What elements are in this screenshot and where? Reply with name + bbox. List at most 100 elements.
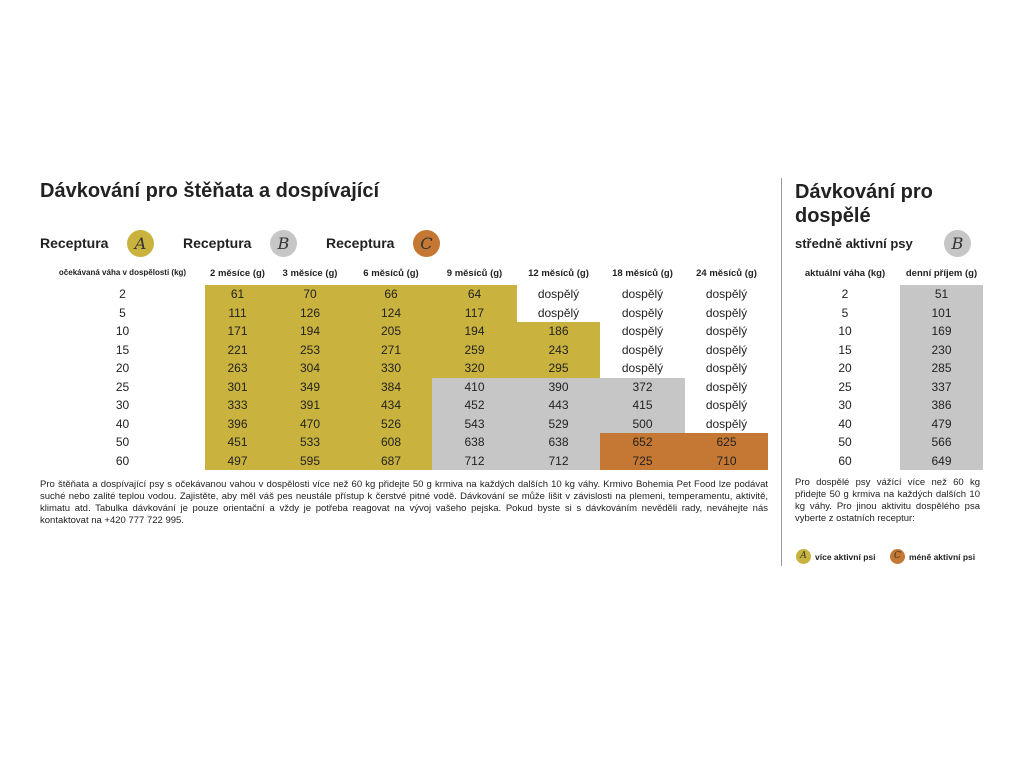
table-cell: 64 — [432, 285, 517, 304]
table-cell: 372 — [600, 377, 685, 396]
table-cell: 15 — [115, 342, 130, 357]
table-cell: dospělý — [621, 324, 664, 338]
table-cell: 533 — [270, 433, 350, 452]
table-cell: 710 — [685, 451, 768, 470]
recipe-label: Receptura — [326, 235, 395, 251]
table-cell: dospělý — [705, 379, 748, 394]
table-cell: dospělý — [705, 398, 748, 412]
table-cell: 20 — [838, 361, 852, 375]
table-cell: 725 — [600, 451, 685, 470]
column-header: očekávaná váha v dospělosti (kg) — [58, 268, 187, 277]
column-header: aktuální váha (kg) — [804, 268, 886, 279]
table-cell: 566 — [900, 433, 983, 452]
adult-note: Pro dospělé psy vážící více než 60 kg př… — [795, 477, 980, 524]
recipe-badge: A — [796, 549, 811, 564]
recipe-badge: B — [944, 230, 971, 257]
table-cell: dospělý — [705, 287, 748, 301]
table-cell: 712 — [432, 451, 517, 470]
table-cell: 479 — [900, 414, 983, 433]
table-cell: 2 — [841, 287, 849, 301]
table-cell: 320 — [432, 359, 517, 378]
table-cell: 66 — [350, 285, 432, 304]
table-cell: 712 — [517, 451, 600, 470]
table-cell: dospělý — [621, 305, 664, 320]
table-cell: 652 — [600, 433, 685, 452]
table-cell: 60 — [838, 453, 852, 468]
table-cell: 271 — [350, 340, 432, 359]
table-cell: 243 — [517, 340, 600, 359]
table-cell: 330 — [350, 359, 432, 378]
table-cell: 337 — [900, 377, 983, 396]
table-cell: 410 — [432, 377, 517, 396]
recipe-label: Receptura — [40, 235, 109, 251]
table-cell: 40 — [115, 416, 130, 431]
table-cell: 221 — [205, 340, 270, 359]
column-header: 12 měsíců (g) — [528, 268, 589, 279]
table-cell: 595 — [270, 451, 350, 470]
table-cell: 638 — [432, 433, 517, 452]
table-cell: 50 — [115, 435, 130, 449]
table-cell: 526 — [350, 414, 432, 433]
table-cell: 30 — [115, 398, 130, 412]
table-cell: 434 — [350, 396, 432, 415]
table-cell: 171 — [205, 322, 270, 341]
legend-label: více aktivní psi — [815, 552, 876, 562]
column-header: denní příjem (g) — [905, 268, 978, 279]
column-header: 24 měsíců (g) — [696, 268, 757, 279]
column-header: 2 měsíce (g) — [210, 268, 265, 279]
table-cell: 40 — [838, 416, 852, 431]
table-cell: 253 — [270, 340, 350, 359]
table-cell: dospělý — [621, 287, 664, 301]
table-cell: 51 — [900, 285, 983, 304]
table-cell: 333 — [205, 396, 270, 415]
table-cell: 60 — [115, 453, 130, 468]
table-cell: 111 — [205, 303, 270, 322]
table-cell: dospělý — [621, 342, 664, 357]
table-cell: dospělý — [537, 305, 580, 320]
table-cell: 194 — [270, 322, 350, 341]
table-cell: 10 — [838, 324, 852, 338]
table-cell: 2 — [119, 287, 126, 301]
table-cell: 186 — [517, 322, 600, 341]
recipe-badge: C — [413, 230, 440, 257]
table-cell: 390 — [517, 377, 600, 396]
legend-label: méně aktivní psi — [909, 552, 976, 562]
column-header: 6 měsíců (g) — [363, 268, 419, 279]
table-cell: 304 — [270, 359, 350, 378]
table-cell: 263 — [205, 359, 270, 378]
table-cell: 194 — [432, 322, 517, 341]
table-cell: 126 — [270, 303, 350, 322]
table-cell: 285 — [900, 359, 983, 378]
table-cell: 443 — [517, 396, 600, 415]
table-cell: 500 — [600, 414, 685, 433]
table-cell: 687 — [350, 451, 432, 470]
column-header: 9 měsíců (g) — [446, 268, 503, 279]
table-cell: 470 — [270, 414, 350, 433]
table-cell: 301 — [205, 377, 270, 396]
table-cell: 124 — [350, 303, 432, 322]
table-cell: 10 — [115, 324, 130, 338]
puppy-note: Pro štěňata a dospívající psy s očekávan… — [40, 479, 768, 526]
recipe-badge: B — [270, 230, 297, 257]
column-header: 18 měsíců (g) — [612, 268, 673, 279]
table-cell: dospělý — [705, 342, 748, 357]
divider — [781, 178, 782, 566]
adult-subtitle: středně aktivní psy — [795, 236, 913, 251]
table-cell: 101 — [900, 303, 983, 322]
table-cell: 70 — [270, 285, 350, 304]
table-cell: 415 — [600, 396, 685, 415]
table-cell: dospělý — [621, 361, 664, 375]
table-cell: 386 — [900, 396, 983, 415]
table-cell: 20 — [115, 361, 130, 375]
table-cell: 529 — [517, 414, 600, 433]
column-header: 3 měsíce (g) — [282, 268, 338, 279]
table-cell: dospělý — [705, 416, 748, 431]
table-cell: 295 — [517, 359, 600, 378]
table-cell: 608 — [350, 433, 432, 452]
table-cell: 30 — [838, 398, 852, 412]
table-cell: dospělý — [537, 287, 580, 301]
table-cell: 25 — [115, 379, 130, 394]
adult-title: Dávkování pro dospělé — [795, 181, 933, 227]
table-cell: dospělý — [705, 361, 748, 375]
table-cell: 451 — [205, 433, 270, 452]
